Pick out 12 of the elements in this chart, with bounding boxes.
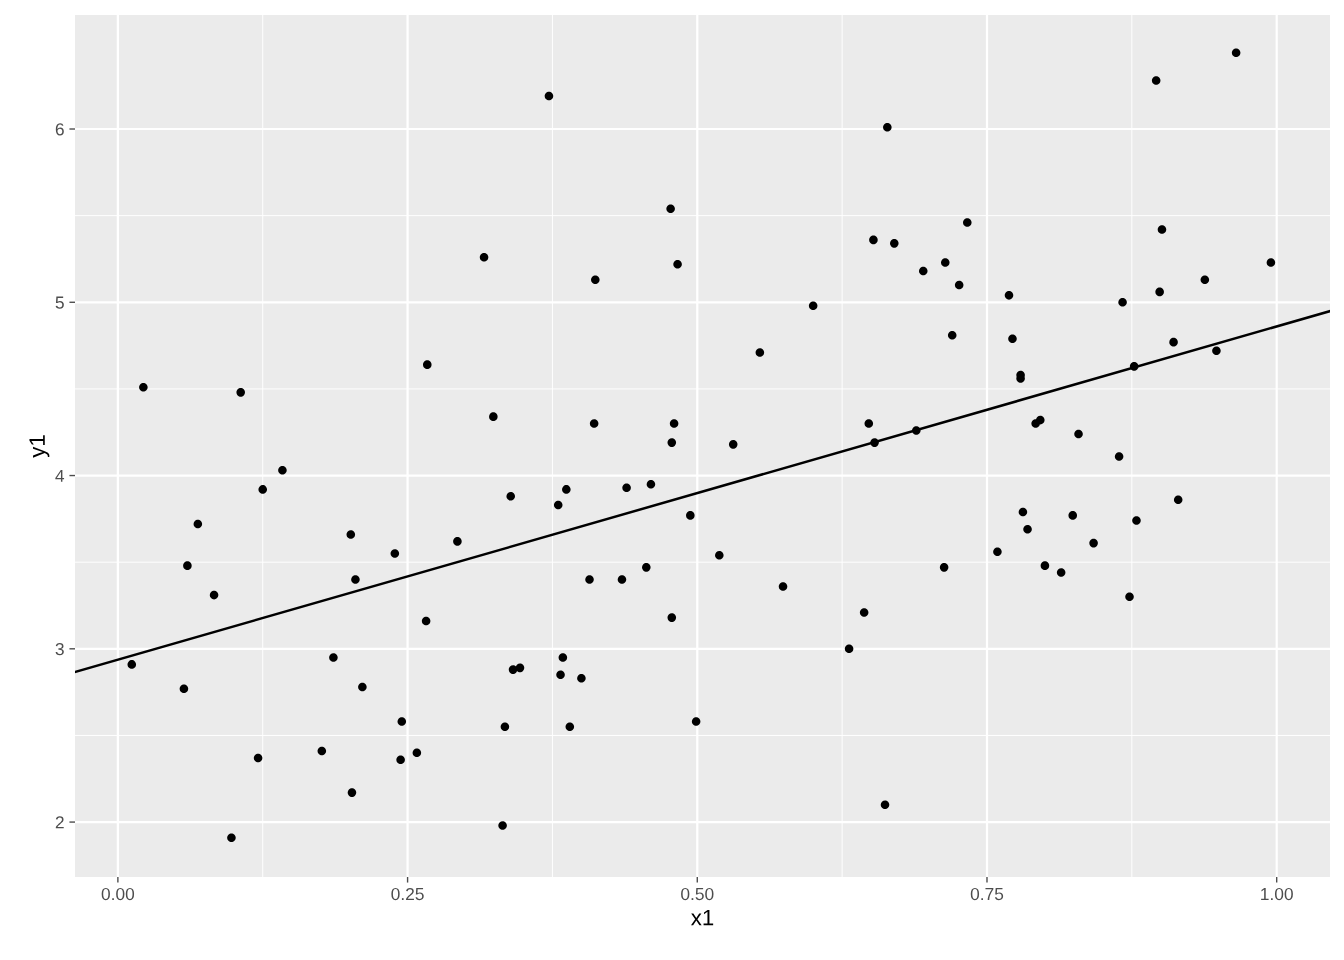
y-axis-title: y1 bbox=[29, 435, 50, 458]
x-tick-label: 0.75 bbox=[970, 887, 1004, 901]
y-tick-label: 3 bbox=[55, 642, 64, 656]
y-tick-label: 5 bbox=[55, 296, 64, 309]
y-tick-label: 6 bbox=[55, 123, 64, 136]
x-tick-label: 0.25 bbox=[391, 887, 424, 901]
x-tick-label: 0.00 bbox=[101, 887, 135, 901]
x-axis-title: x1 bbox=[691, 909, 714, 926]
x-tick-label: 1.00 bbox=[1261, 887, 1293, 901]
x-tick-label: 0.50 bbox=[681, 887, 714, 901]
y-tick-label: 2 bbox=[55, 816, 64, 829]
y-tick-label: 4 bbox=[55, 469, 65, 482]
